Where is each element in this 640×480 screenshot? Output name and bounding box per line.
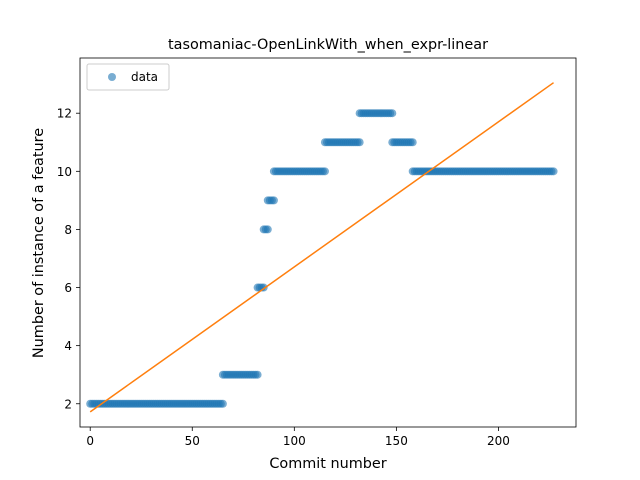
- data-point: [218, 399, 227, 408]
- data-point: [549, 167, 558, 176]
- legend: data: [86, 63, 170, 91]
- x-tick-label: 0: [86, 434, 94, 448]
- data-point: [263, 225, 272, 234]
- y-axis-label: Number of instance of a feature: [31, 128, 47, 358]
- x-tick-label: 150: [385, 434, 408, 448]
- x-axis-label: Commit number: [269, 456, 386, 472]
- data-point: [269, 196, 278, 205]
- chart-title: tasomaniac-OpenLinkWith_when_expr-linear: [168, 37, 488, 53]
- y-tick-label: 6: [64, 281, 72, 295]
- data-point: [408, 138, 417, 147]
- data-point: [388, 109, 397, 118]
- y-tick-label: 10: [57, 165, 72, 179]
- plot-area: 0 50 100 150 200 2 4 6 8 10 12: [57, 57, 577, 448]
- y-tick-label: 12: [57, 107, 72, 121]
- legend-box: [86, 63, 170, 91]
- data-point: [253, 370, 262, 379]
- x-tick-label: 100: [283, 434, 306, 448]
- y-tick-label: 4: [64, 339, 72, 353]
- y-tick-label: 2: [64, 397, 72, 411]
- x-tick-label: 200: [487, 434, 510, 448]
- x-tick-label: 50: [185, 434, 200, 448]
- y-tick-label: 8: [64, 223, 72, 237]
- legend-label: data: [131, 70, 158, 84]
- axes-frame: [79, 57, 577, 428]
- legend-marker: [108, 73, 116, 81]
- data-point: [320, 167, 329, 176]
- data-point: [355, 138, 364, 147]
- fit-line: [89, 82, 554, 413]
